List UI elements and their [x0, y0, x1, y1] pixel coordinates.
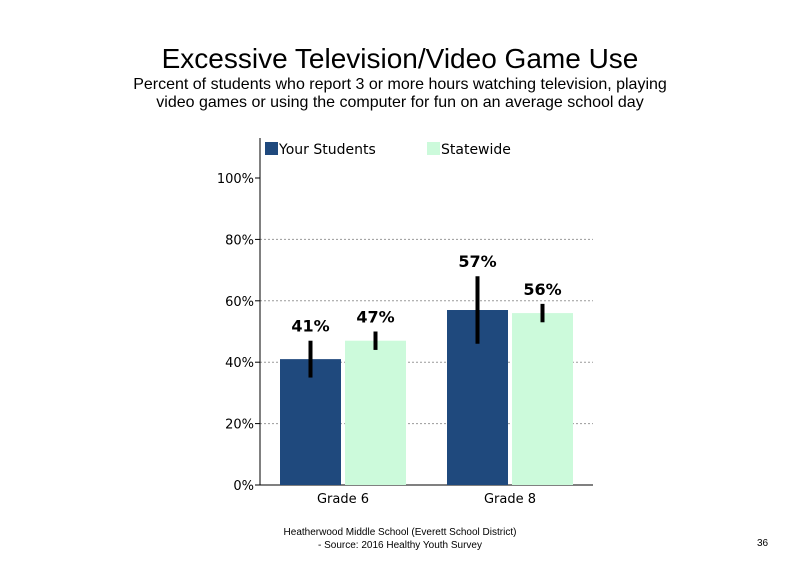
chart-title: Excessive Television/Video Game Use: [161, 43, 639, 74]
x-tick-label: Grade 6: [317, 492, 369, 507]
footer: Heatherwood Middle School (Everett Schoo…: [200, 526, 600, 552]
page-number: 36: [757, 538, 769, 549]
footer-source: - Source: 2016 Healthy Youth Survey: [318, 540, 482, 551]
bar-statewide: [512, 313, 573, 485]
footer-school: Heatherwood Middle School (Everett Schoo…: [283, 527, 517, 538]
data-label: 41%: [291, 317, 329, 336]
legend-swatch: [427, 142, 440, 155]
legend-label: Your Students: [278, 142, 376, 158]
x-tick-label: Grade 8: [484, 492, 536, 507]
data-label: 57%: [458, 252, 496, 271]
y-tick-label: 80%: [225, 233, 254, 248]
chart-subtitle: Percent of students who report 3 or more…: [133, 76, 667, 111]
y-tick-label: 20%: [225, 418, 254, 433]
legend-label: Statewide: [441, 142, 511, 158]
data-label: 47%: [356, 308, 394, 327]
y-tick-label: 100%: [217, 172, 254, 187]
y-tick-label: 40%: [225, 356, 254, 371]
y-tick-label: 0%: [233, 479, 254, 494]
bar-your-students: [280, 359, 341, 485]
legend-swatch: [265, 142, 278, 155]
y-tick-label: 60%: [225, 295, 254, 310]
bar-chart: 0% 20% 40% 60% 80% 100% 41% 57% 47% 56% Grade 6 Gra…: [217, 138, 593, 507]
bar-statewide: [345, 340, 406, 485]
data-label: 56%: [523, 280, 561, 299]
